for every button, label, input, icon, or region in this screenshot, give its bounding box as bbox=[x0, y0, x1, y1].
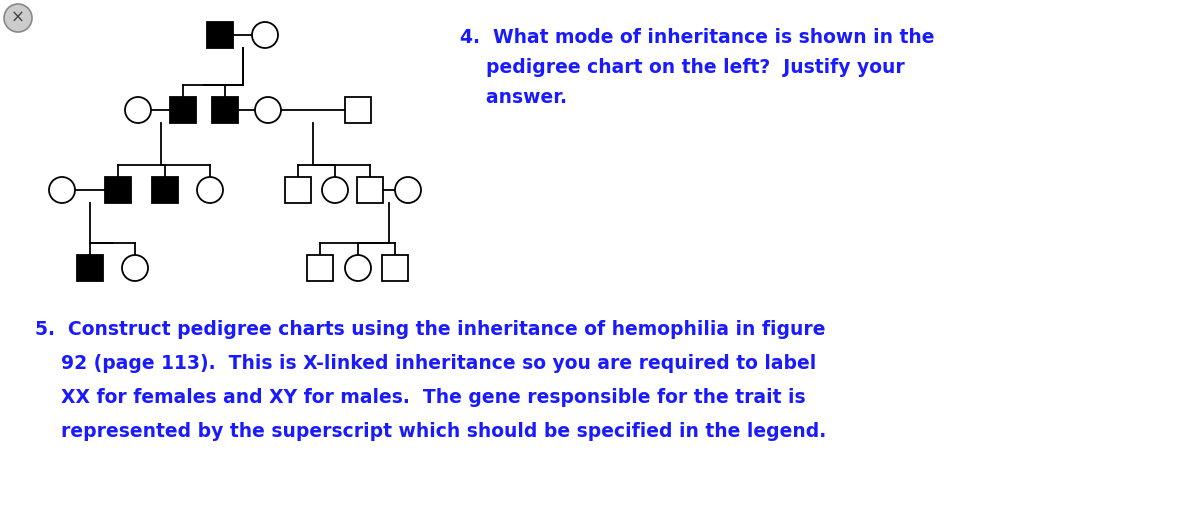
Circle shape bbox=[322, 177, 348, 203]
Bar bbox=[286, 177, 311, 203]
Bar bbox=[382, 255, 408, 281]
Text: 5.  Construct pedigree charts using the inheritance of hemophilia in figure: 5. Construct pedigree charts using the i… bbox=[35, 320, 826, 339]
Circle shape bbox=[197, 177, 223, 203]
Text: 4.  What mode of inheritance is shown in the: 4. What mode of inheritance is shown in … bbox=[460, 28, 935, 47]
Text: 92 (page 113).  This is X-linked inheritance so you are required to label: 92 (page 113). This is X-linked inherita… bbox=[35, 354, 816, 373]
Bar bbox=[212, 97, 238, 123]
Circle shape bbox=[252, 22, 278, 48]
Text: XX for females and XY for males.  The gene responsible for the trait is: XX for females and XY for males. The gen… bbox=[35, 388, 805, 407]
Circle shape bbox=[346, 255, 371, 281]
Text: represented by the superscript which should be specified in the legend.: represented by the superscript which sho… bbox=[35, 422, 827, 441]
Circle shape bbox=[49, 177, 74, 203]
Bar bbox=[346, 97, 371, 123]
Circle shape bbox=[122, 255, 148, 281]
Circle shape bbox=[4, 4, 32, 32]
Bar bbox=[77, 255, 103, 281]
Bar bbox=[307, 255, 334, 281]
Bar bbox=[106, 177, 131, 203]
Bar bbox=[152, 177, 178, 203]
Bar bbox=[208, 22, 233, 48]
Text: pedigree chart on the left?  Justify your: pedigree chart on the left? Justify your bbox=[460, 58, 905, 77]
Text: ×: × bbox=[11, 9, 25, 27]
Bar bbox=[358, 177, 383, 203]
Circle shape bbox=[256, 97, 281, 123]
Circle shape bbox=[395, 177, 421, 203]
Text: answer.: answer. bbox=[460, 88, 568, 107]
Circle shape bbox=[125, 97, 151, 123]
Bar bbox=[170, 97, 196, 123]
